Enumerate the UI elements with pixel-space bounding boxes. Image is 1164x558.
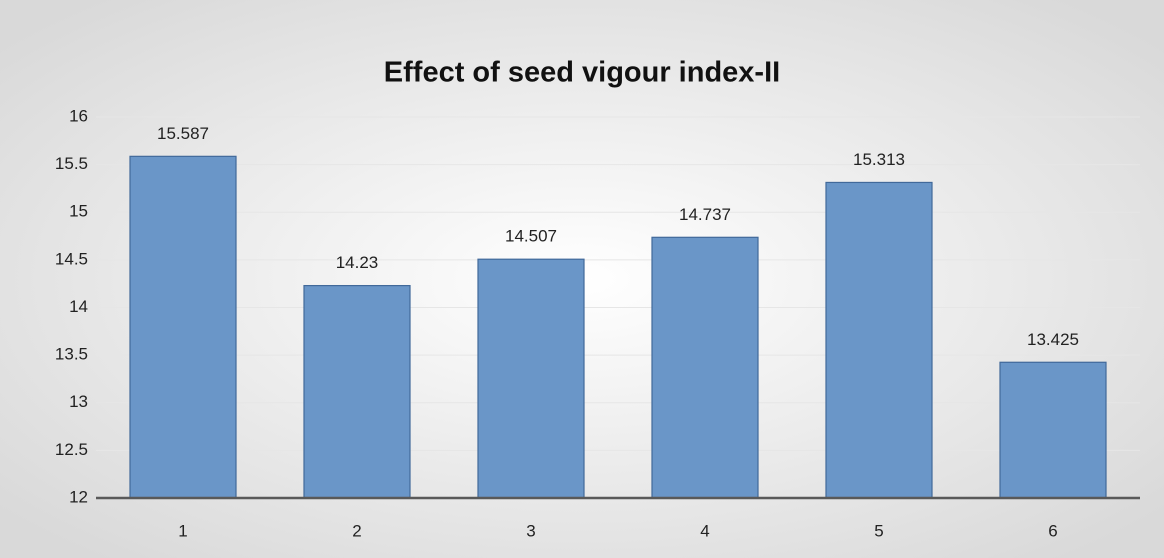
y-tick-label: 15 [69,202,88,221]
y-tick-label: 13 [69,392,88,411]
x-tick-label: 1 [178,521,187,540]
x-tick-label: 4 [700,521,709,540]
y-tick-label: 14.5 [55,249,88,268]
y-tick-label: 12.5 [55,440,88,459]
x-tick-label: 2 [352,521,361,540]
data-label: 14.507 [505,227,557,246]
bar [651,236,759,499]
y-tick-label: 15.5 [55,154,88,173]
y-tick-label: 12 [69,487,88,506]
data-label: 14.737 [679,205,731,224]
y-tick-label: 14 [69,297,88,316]
x-tick-label: 3 [526,521,535,540]
y-tick-label: 13.5 [55,345,88,364]
data-label: 13.425 [1027,330,1079,349]
x-tick-label: 6 [1048,521,1057,540]
bar [825,181,933,499]
bar [303,284,411,499]
data-label: 14.23 [336,253,379,272]
bar [129,155,237,499]
bar [999,361,1107,499]
data-label: 15.587 [157,124,209,143]
bar [477,258,585,499]
data-label: 15.313 [853,150,905,169]
x-tick-label: 5 [874,521,883,540]
chart-title: Effect of seed vigour index-II [384,57,780,89]
y-tick-label: 16 [69,106,88,125]
